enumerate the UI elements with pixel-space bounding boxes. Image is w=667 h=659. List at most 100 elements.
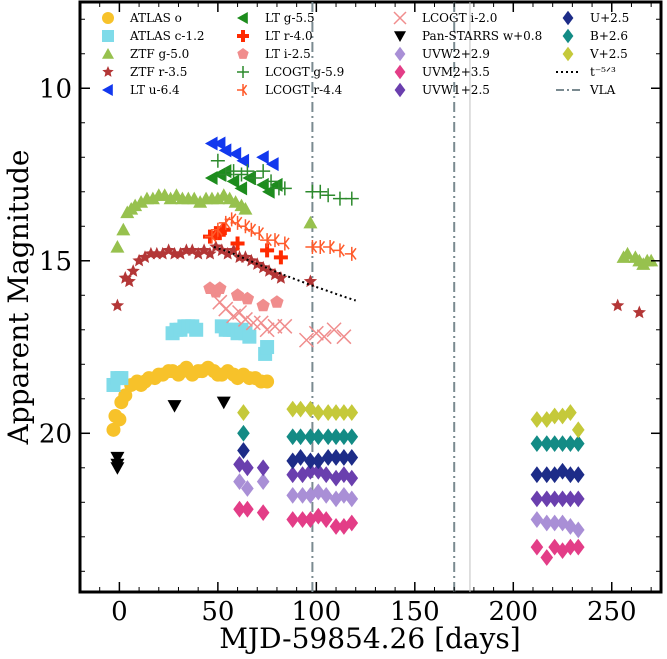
data-point (337, 428, 351, 446)
y-tick-label: 10 (39, 74, 72, 104)
data-point (304, 462, 317, 480)
legend-item: ZTF r-3.5 (102, 65, 187, 79)
series-uvm2-3-5 (233, 500, 585, 566)
data-point (126, 264, 140, 277)
data-point (134, 195, 149, 208)
data-point (344, 246, 357, 261)
legend-item: UVW2+2.9 (394, 46, 490, 62)
data-point (326, 322, 342, 338)
data-point (344, 191, 359, 206)
data-point (228, 146, 242, 161)
data-point (316, 329, 332, 345)
data-point (312, 404, 325, 421)
y-tick-label: 15 (39, 247, 72, 277)
data-point (556, 435, 569, 453)
legend-label: LCOGT g-5.9 (265, 65, 344, 79)
data-point (242, 329, 257, 344)
data-point (632, 305, 646, 319)
legend-marker (562, 10, 574, 26)
legend-marker (394, 64, 406, 80)
legend-label: U+2.5 (590, 11, 629, 25)
data-point (145, 191, 160, 205)
legend-marker (237, 12, 248, 24)
data-point (530, 435, 544, 453)
data-point (337, 449, 351, 466)
data-point (540, 549, 554, 566)
data-point (156, 246, 170, 260)
data-point (132, 253, 146, 267)
data-point (312, 483, 325, 501)
data-point (294, 400, 307, 418)
data-point (321, 188, 336, 203)
legend-marker (237, 30, 249, 42)
series-ztf-g-5-0 (110, 188, 659, 270)
data-point (345, 469, 359, 487)
data-point (241, 480, 254, 497)
legend-label: ATLAS c-1.2 (129, 29, 205, 43)
data-point (564, 490, 577, 508)
data-point (114, 371, 129, 386)
data-point (571, 490, 585, 508)
data-point (277, 318, 293, 334)
legend-label: LCOGT r-4.4 (265, 83, 343, 97)
data-point (260, 374, 275, 389)
legend-label: Pan-STARRS w+0.8 (422, 29, 542, 43)
data-point (244, 222, 257, 237)
series-pan-starrs-w-0-8 (110, 396, 231, 475)
legend-marker (102, 84, 113, 96)
y-tick-label: 20 (39, 419, 72, 449)
data-point (345, 449, 359, 466)
legend-marker (562, 28, 574, 44)
data-point (233, 473, 246, 490)
data-point (571, 421, 585, 439)
x-tick-label: 50 (201, 597, 234, 627)
legend-marker (237, 48, 249, 59)
data-point (128, 198, 143, 212)
data-point (237, 424, 250, 442)
data-point (150, 246, 164, 260)
data-point (556, 490, 569, 508)
series-lt-i-2-5 (203, 281, 284, 312)
legend-marker (562, 46, 574, 62)
data-point (112, 412, 127, 427)
legend-item: ATLAS o (102, 11, 182, 25)
series-lcogt-g-5-9 (210, 153, 359, 206)
legend-marker (102, 66, 114, 77)
data-point (345, 404, 359, 421)
data-point (110, 298, 125, 312)
data-point (230, 288, 245, 301)
legend-label: LT u-6.4 (130, 83, 180, 97)
data-point (548, 466, 561, 484)
data-point (540, 466, 554, 484)
data-point (210, 222, 223, 237)
series-uvw2-2-9 (233, 473, 585, 539)
legend-label: ATLAS o (129, 11, 182, 25)
data-point (110, 462, 125, 475)
data-point (548, 490, 561, 508)
data-point (312, 452, 325, 470)
series-uvw1-2-5 (233, 455, 585, 508)
data-point (337, 466, 351, 484)
data-point (345, 428, 359, 446)
legend-label: ZTF r-3.5 (130, 65, 187, 79)
data-point (308, 325, 324, 341)
x-tick-label: 0 (111, 597, 128, 627)
series-lcogt-r-4-4 (204, 212, 357, 261)
data-point (210, 153, 225, 168)
x-tick-label: 100 (292, 597, 342, 627)
data-point (274, 271, 288, 284)
data-point (110, 239, 125, 253)
data-point (540, 435, 554, 453)
data-point (233, 455, 246, 473)
legend-label: VLA (589, 83, 616, 97)
data-point (236, 153, 250, 168)
data-point (230, 236, 245, 251)
legend-item: UVM2+3.5 (394, 64, 490, 80)
legend-item: U+2.5 (562, 10, 629, 26)
data-point (548, 407, 561, 425)
data-point (296, 466, 309, 484)
legend-label: LCOGT i-2.0 (422, 11, 497, 25)
data-point (230, 215, 243, 230)
legend-marker (237, 66, 249, 78)
